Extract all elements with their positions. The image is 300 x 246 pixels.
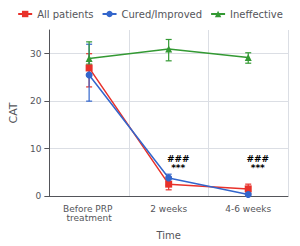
svg-text:All patients: All patients xyxy=(37,9,93,20)
svg-text:4-6 weeks: 4-6 weeks xyxy=(225,204,271,214)
svg-text:treatment: treatment xyxy=(67,213,113,223)
svg-text:2 weeks: 2 weeks xyxy=(150,204,187,214)
svg-text:30: 30 xyxy=(30,49,42,59)
svg-text:Ineffective: Ineffective xyxy=(230,9,283,20)
svg-text:Time: Time xyxy=(155,230,180,241)
svg-text:###: ### xyxy=(167,154,190,164)
svg-text:10: 10 xyxy=(30,144,42,154)
svg-text:***: *** xyxy=(171,163,185,173)
svg-text:***: *** xyxy=(251,163,265,173)
svg-text:###: ### xyxy=(246,154,269,164)
svg-text:Before PRP: Before PRP xyxy=(63,203,116,214)
svg-text:20: 20 xyxy=(30,96,42,106)
svg-text:Cured/Improved: Cured/Improved xyxy=(122,9,203,20)
svg-text:CAT: CAT xyxy=(7,102,20,123)
svg-text:0: 0 xyxy=(36,191,42,201)
